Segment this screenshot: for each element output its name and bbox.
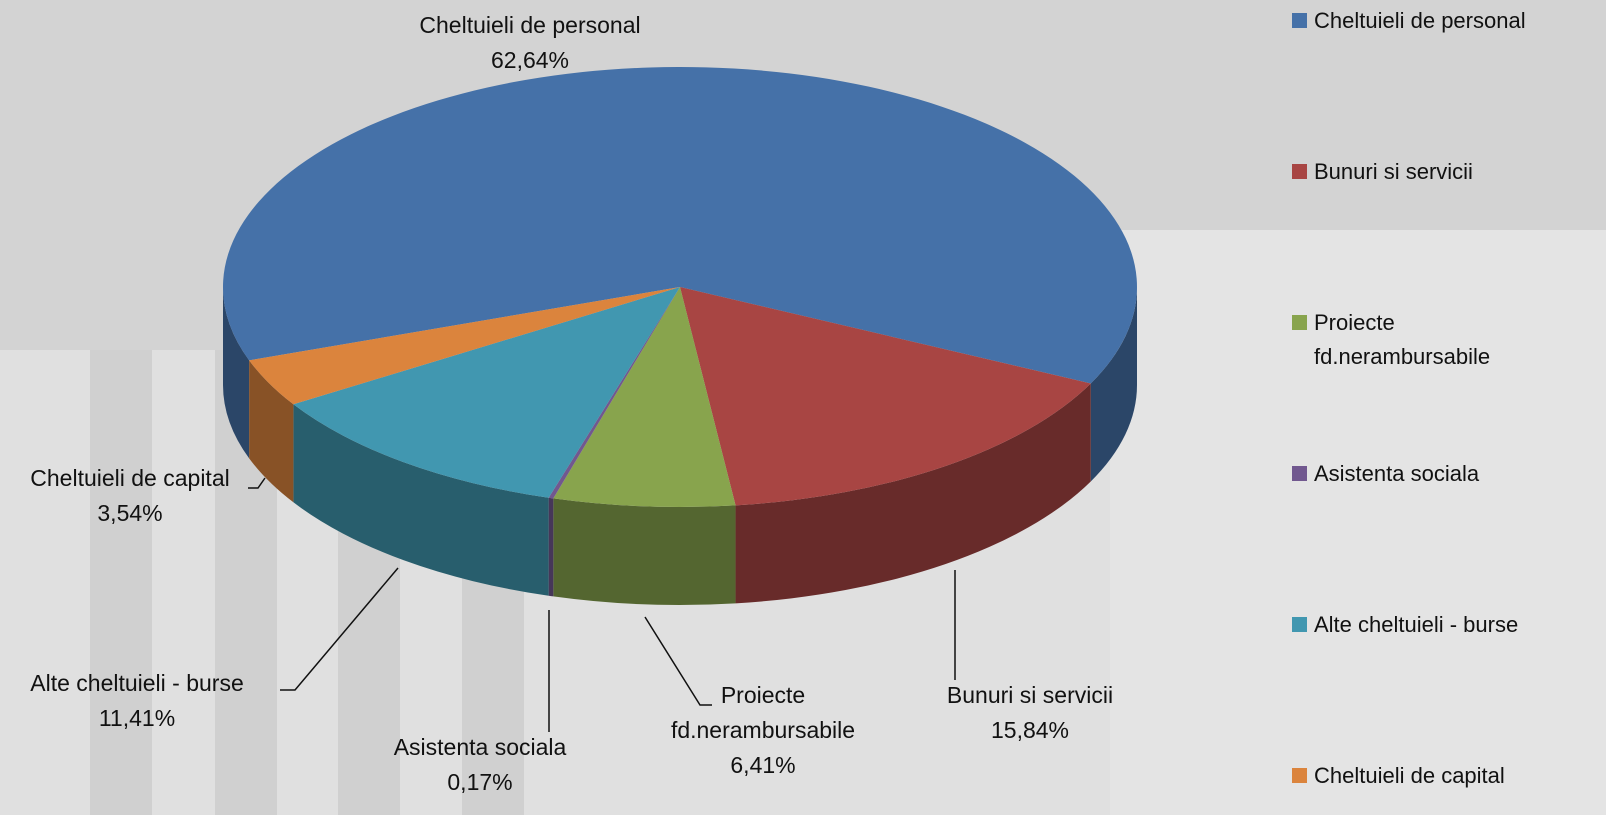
data-label: Alte cheltuieli - burse 11,41%	[30, 666, 244, 736]
label-name: Bunuri si servicii	[946, 682, 1114, 708]
label-value: 62,64%	[490, 47, 570, 73]
label-name: Asistenta sociala	[393, 734, 567, 760]
legend-swatch	[1292, 768, 1307, 783]
label-value: 11,41%	[98, 705, 176, 731]
slice-side	[223, 287, 250, 459]
leader-line	[280, 567, 399, 691]
legend-item: Cheltuieli de capital	[1292, 759, 1574, 793]
legend-label: Alte cheltuieli - burse	[1314, 612, 1519, 637]
slice-side	[548, 497, 554, 597]
legend-label: Cheltuieli de capital	[1314, 763, 1505, 788]
legend-item: Asistenta sociala	[1292, 457, 1574, 491]
slice	[680, 287, 1091, 506]
legend-item: Alte cheltuieli - burse	[1292, 608, 1574, 642]
slice	[249, 287, 680, 405]
legend-label: Asistenta sociala	[1314, 461, 1480, 486]
label-name: Cheltuieli de capital	[30, 465, 230, 491]
slice-side	[735, 383, 1091, 604]
leader-lines	[248, 477, 956, 732]
slice-side	[553, 498, 736, 605]
legend-swatch	[1292, 617, 1307, 632]
slice	[223, 66, 1138, 384]
pie	[223, 66, 1138, 605]
leader-line	[644, 616, 712, 706]
label-value: 6,41%	[730, 752, 796, 778]
legend-label: Bunuri si servicii	[1314, 159, 1473, 184]
legend-swatch	[1292, 164, 1307, 179]
legend-item: Cheltuieli de personal	[1292, 4, 1574, 38]
slice-side	[293, 404, 549, 596]
data-label: Bunuri si servicii 15,84%	[947, 678, 1113, 748]
background-panel	[1110, 230, 1606, 815]
label-name: Cheltuieli de personal	[419, 12, 641, 38]
slice-side	[1090, 287, 1137, 482]
legend-swatch	[1292, 13, 1307, 28]
legend-label: Proiecte fd.nerambursabile	[1314, 310, 1491, 369]
leader-line	[248, 477, 266, 489]
legend-swatch	[1292, 315, 1307, 330]
label-value: 0,17%	[447, 769, 513, 795]
legend-swatch	[1292, 466, 1307, 481]
data-label: Asistenta sociala 0,17%	[394, 730, 567, 800]
slice	[548, 287, 680, 499]
label-value: 3,54%	[97, 500, 163, 526]
data-label: Cheltuieli de personal 62,64%	[419, 8, 640, 78]
label-value: 15,84%	[990, 717, 1069, 743]
slice-side	[249, 360, 294, 503]
legend-label: Cheltuieli de personal	[1314, 8, 1526, 33]
slice	[553, 287, 736, 507]
slice	[293, 287, 680, 498]
data-label: Proiecte fd.nerambursabile 6,41%	[643, 678, 883, 783]
label-name: Alte cheltuieli - burse	[30, 670, 244, 696]
label-name: Proiecte fd.nerambursabile	[670, 682, 856, 743]
legend-item: Bunuri si servicii	[1292, 155, 1574, 189]
data-label: Cheltuieli de capital 3,54%	[30, 461, 229, 531]
legend-item: Proiecte fd.nerambursabile	[1292, 306, 1574, 374]
